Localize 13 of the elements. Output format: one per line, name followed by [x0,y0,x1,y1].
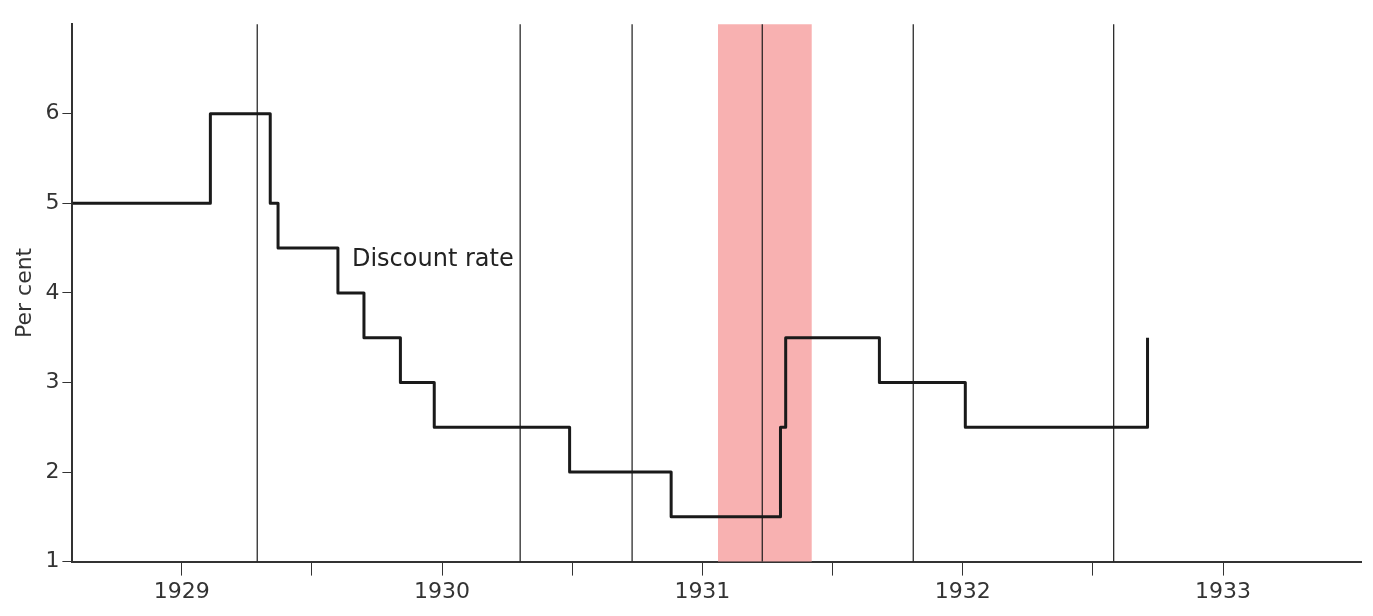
y-tick-label: 4 [45,278,60,304]
y-tick-label: 3 [45,368,60,394]
y-axis-title: Per cent [10,247,36,339]
x-tick-label: 1932 [934,577,991,603]
y-tick-label: 1 [45,547,60,573]
x-tick-label: 1933 [1195,577,1252,603]
x-tick-label: 1931 [674,577,731,603]
y-tick-label: 5 [45,189,60,215]
series-label: Discount rate [351,244,514,273]
y-tick-label: 2 [45,457,60,483]
x-tick-label: 1930 [414,577,471,603]
x-tick-label: 1929 [153,577,210,603]
y-tick-label: 6 [45,99,60,125]
